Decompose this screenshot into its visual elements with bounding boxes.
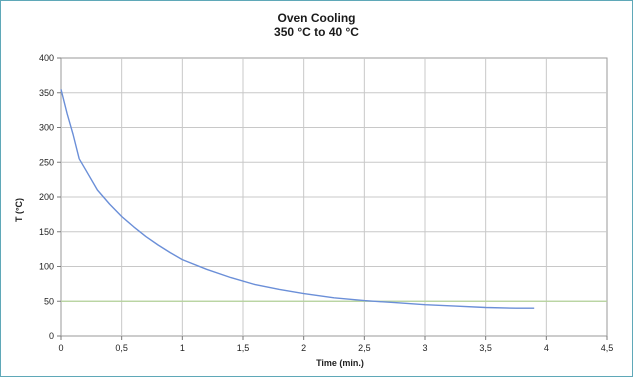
y-tick-label: 200 (39, 192, 54, 202)
x-tick-label: 1,5 (237, 343, 250, 353)
y-tick-label: 350 (39, 88, 54, 98)
x-tick-label: 3,5 (479, 343, 492, 353)
x-tick-label: 2,5 (358, 343, 371, 353)
grid-lines (57, 57, 608, 340)
y-tick-label: 50 (44, 296, 54, 306)
x-tick-label: 4 (544, 343, 549, 353)
y-tick-label: 250 (39, 157, 54, 167)
y-axis-label: T (°C) (14, 198, 24, 222)
x-tick-labels: 0 0,5 1 1,5 2 2,5 3 3,5 4 4,5 (58, 343, 613, 353)
y-tick-label: 0 (49, 331, 54, 341)
x-tick-label: 0 (58, 343, 63, 353)
series-group (60, 89, 535, 309)
y-tick-label: 300 (39, 123, 54, 133)
x-axis-label: Time (min.) (316, 358, 364, 368)
x-tick-label: 4,5 (601, 343, 614, 353)
y-tick-label: 400 (39, 53, 54, 63)
y-tick-label: 100 (39, 262, 54, 272)
x-tick-label: 0,5 (115, 343, 128, 353)
chart-subtitle: 350 °C to 40 °C (274, 25, 359, 39)
chart-title: Oven Cooling (277, 11, 356, 25)
x-tick-label: 1 (180, 343, 185, 353)
y-tick-labels: 0 50 100 150 200 250 300 350 400 (39, 53, 54, 341)
x-tick-label: 3 (422, 343, 427, 353)
y-tick-label: 150 (39, 227, 54, 237)
x-tick-label: 2 (301, 343, 306, 353)
series-line (60, 89, 535, 309)
